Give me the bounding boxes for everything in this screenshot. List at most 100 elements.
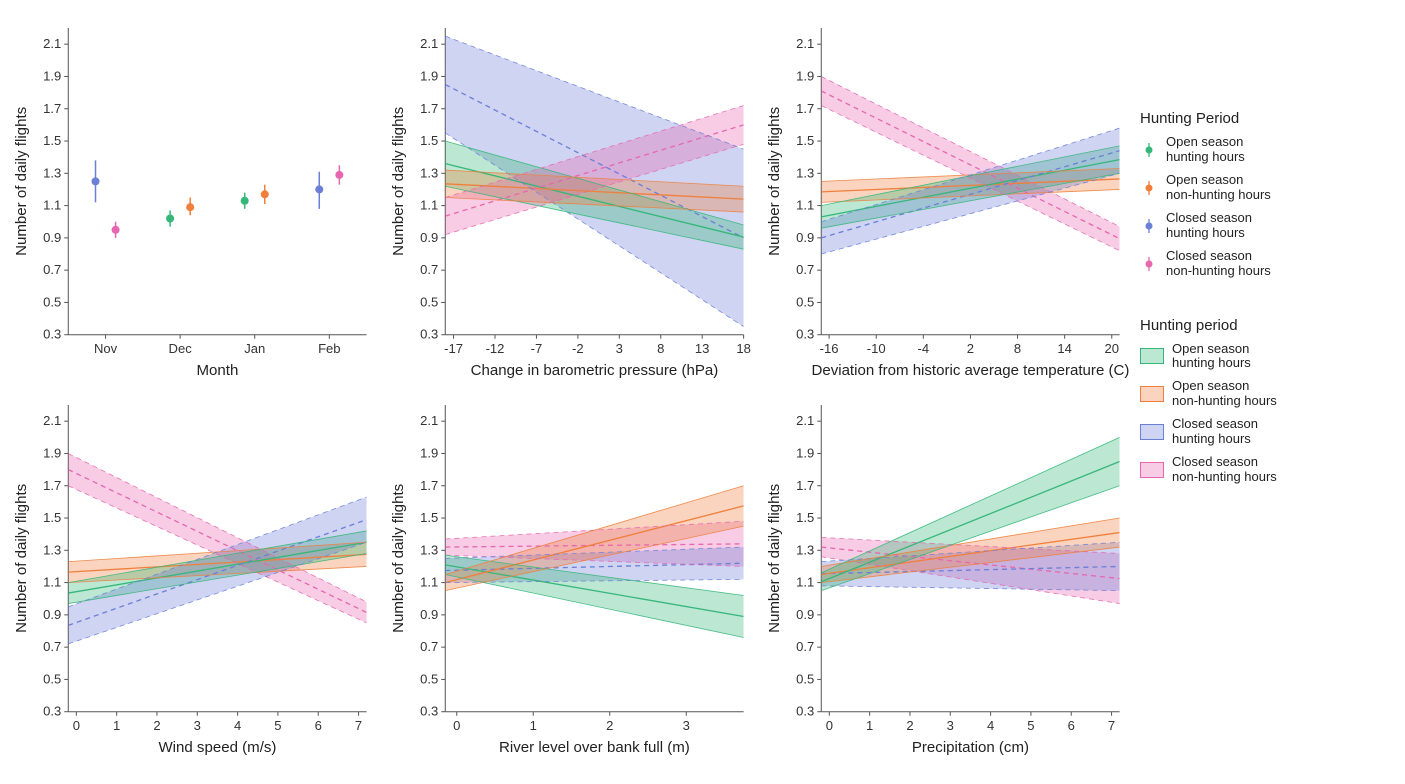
svg-text:1.5: 1.5 [796, 510, 814, 525]
svg-text:Dec: Dec [169, 341, 193, 356]
svg-text:1.1: 1.1 [43, 198, 61, 213]
svg-text:1.5: 1.5 [43, 133, 61, 148]
svg-text:1.7: 1.7 [43, 478, 61, 493]
svg-text:2.1: 2.1 [420, 36, 438, 51]
svg-text:2: 2 [907, 718, 914, 733]
legend-fill-swatch [1140, 386, 1164, 402]
svg-text:3: 3 [615, 341, 622, 356]
legend-point-icon [1140, 255, 1158, 273]
legend-item-closed_hunting-fill: Closed seasonhunting hours [1140, 417, 1395, 447]
svg-text:0.9: 0.9 [43, 607, 61, 622]
svg-text:1.3: 1.3 [796, 542, 814, 557]
svg-text:1.3: 1.3 [43, 165, 61, 180]
svg-text:1.9: 1.9 [43, 445, 61, 460]
svg-text:0.5: 0.5 [420, 671, 438, 686]
svg-text:1.5: 1.5 [43, 510, 61, 525]
svg-text:1: 1 [113, 718, 120, 733]
svg-text:0.5: 0.5 [796, 671, 814, 686]
svg-text:Nov: Nov [94, 341, 118, 356]
svg-text:1: 1 [866, 718, 873, 733]
panel-grid: 0.3 0.5 0.7 0.9 1.1 1.3 1.5 1.7 1.9 2.1 Number of … [10, 20, 1130, 764]
svg-text:0.9: 0.9 [43, 230, 61, 245]
svg-text:1.1: 1.1 [420, 198, 438, 213]
legend-label: Closed seasonhunting hours [1172, 417, 1258, 447]
panel-temp: 0.30.50.70.91.11.31.51.71.92.1Number of … [763, 20, 1130, 387]
svg-text:-2: -2 [572, 341, 584, 356]
svg-text:2: 2 [606, 718, 613, 733]
svg-text:0.3: 0.3 [420, 704, 438, 719]
svg-text:1.1: 1.1 [796, 198, 814, 213]
legend-item-open_nonhunting-fill: Open seasonnon-hunting hours [1140, 379, 1395, 409]
svg-text:1.3: 1.3 [796, 165, 814, 180]
svg-text:-17: -17 [444, 341, 463, 356]
svg-text:1.7: 1.7 [43, 101, 61, 116]
svg-text:0.3: 0.3 [420, 327, 438, 342]
svg-text:Change in barometric pressure: Change in barometric pressure (hPa) [470, 362, 718, 379]
legend-fills: Hunting period Open seasonhunting hoursO… [1140, 317, 1395, 494]
svg-text:1.5: 1.5 [420, 510, 438, 525]
svg-text:7: 7 [355, 718, 362, 733]
svg-text:River level over bank full (m): River level over bank full (m) [499, 739, 690, 756]
svg-text:1.3: 1.3 [43, 542, 61, 557]
svg-text:0.7: 0.7 [43, 639, 61, 654]
panel-river: 0.30.50.70.91.11.31.51.71.92.1Number of … [387, 397, 754, 764]
svg-text:6: 6 [1068, 718, 1075, 733]
legend-item-closed_nonhunting-fill: Closed seasonnon-hunting hours [1140, 455, 1395, 485]
svg-text:1.7: 1.7 [420, 478, 438, 493]
svg-text:0.9: 0.9 [796, 607, 814, 622]
svg-text:Number of daily flights: Number of daily flights [766, 484, 783, 633]
svg-text:13: 13 [695, 341, 710, 356]
svg-text:Precipitation (cm): Precipitation (cm) [912, 739, 1029, 756]
panel-svg-river: 0.30.50.70.91.11.31.51.71.92.1Number of … [387, 397, 754, 764]
svg-text:0.3: 0.3 [43, 327, 61, 342]
svg-text:1.3: 1.3 [420, 542, 438, 557]
svg-text:5: 5 [1028, 718, 1035, 733]
svg-text:3: 3 [194, 718, 201, 733]
panel-month: 0.3 0.5 0.7 0.9 1.1 1.3 1.5 1.7 1.9 2.1 Number of … [10, 20, 377, 387]
legend-label: Open seasonhunting hours [1172, 342, 1251, 372]
svg-text:Number of daily flights: Number of daily flights [13, 107, 30, 256]
svg-text:3: 3 [947, 718, 954, 733]
panel-svg-baro: 0.30.50.70.91.11.31.51.71.92.1Number of … [387, 20, 754, 387]
svg-text:0.7: 0.7 [43, 262, 61, 277]
legend-item-open_hunting-fill: Open seasonhunting hours [1140, 342, 1395, 372]
svg-text:2.1: 2.1 [420, 413, 438, 428]
svg-text:1.7: 1.7 [796, 101, 814, 116]
svg-text:0.5: 0.5 [796, 294, 814, 309]
svg-text:0.7: 0.7 [420, 639, 438, 654]
svg-text:Number of daily flights: Number of daily flights [766, 107, 783, 256]
svg-text:2.1: 2.1 [796, 36, 814, 51]
legend-point-icon [1140, 179, 1158, 197]
svg-text:Number of daily flights: Number of daily flights [390, 107, 407, 256]
svg-text:Wind speed (m/s): Wind speed (m/s) [158, 739, 276, 756]
svg-text:Deviation from historic averag: Deviation from historic average temperat… [812, 362, 1130, 379]
svg-text:1.3: 1.3 [420, 165, 438, 180]
svg-text:-10: -10 [867, 341, 886, 356]
panel-svg-wind: 0.30.50.70.91.11.31.51.71.92.1Number of … [10, 397, 377, 764]
svg-text:0.5: 0.5 [43, 294, 61, 309]
svg-text:8: 8 [657, 341, 664, 356]
svg-text:1.9: 1.9 [43, 68, 61, 83]
svg-text:-16: -16 [820, 341, 839, 356]
svg-text:1.9: 1.9 [796, 68, 814, 83]
svg-text:5: 5 [274, 718, 281, 733]
legend-fill-swatch [1140, 348, 1164, 364]
svg-text:0.9: 0.9 [420, 230, 438, 245]
svg-text:1.9: 1.9 [420, 68, 438, 83]
svg-text:2.1: 2.1 [43, 36, 61, 51]
panel-svg-temp: 0.30.50.70.91.11.31.51.71.92.1Number of … [763, 20, 1130, 387]
svg-text:-4: -4 [918, 341, 930, 356]
panel-wind: 0.30.50.70.91.11.31.51.71.92.1Number of … [10, 397, 377, 764]
svg-text:-7: -7 [530, 341, 542, 356]
svg-text:1.7: 1.7 [420, 101, 438, 116]
legend-point-icon [1140, 217, 1158, 235]
svg-text:4: 4 [987, 718, 994, 733]
legend-label: Open seasonnon-hunting hours [1172, 379, 1277, 409]
svg-text:Number of daily flights: Number of daily flights [13, 484, 30, 633]
svg-text:0.5: 0.5 [43, 671, 61, 686]
svg-text:1.5: 1.5 [420, 133, 438, 148]
svg-text:3: 3 [682, 718, 689, 733]
legend-item-closed_nonhunting-point: Closed seasonnon-hunting hours [1140, 249, 1395, 279]
legend-label: Closed seasonnon-hunting hours [1166, 249, 1271, 279]
legend-column: Hunting Period Open seasonhunting hoursO… [1130, 20, 1395, 764]
